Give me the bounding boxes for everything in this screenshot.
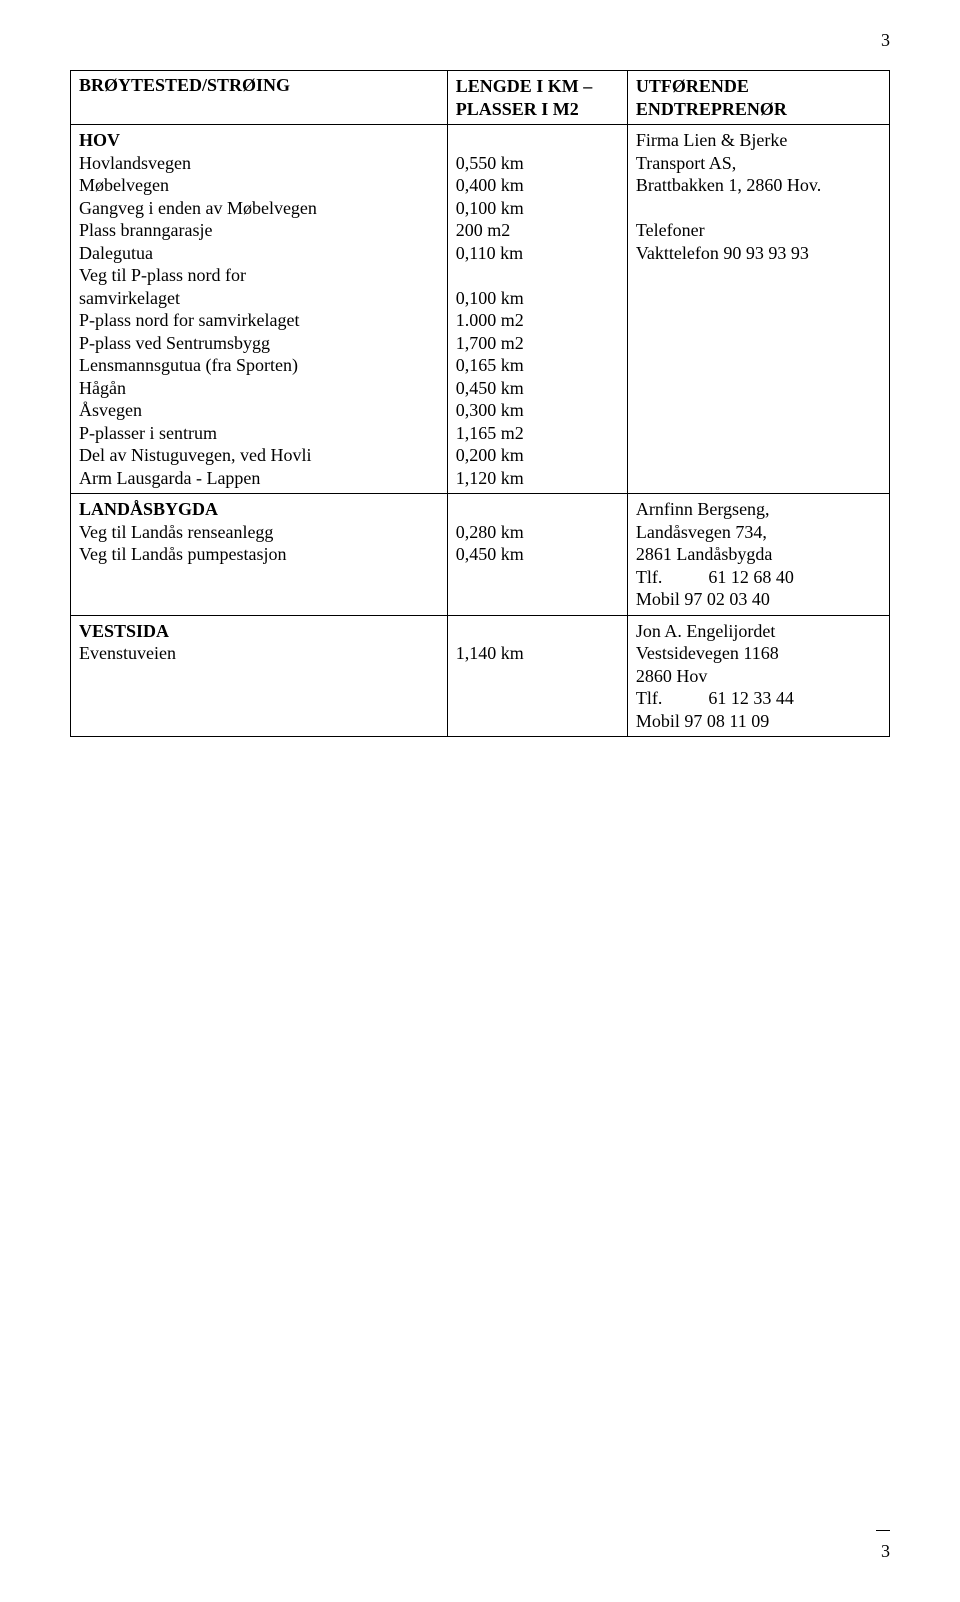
hov-label-4: Dalegutua	[79, 242, 439, 265]
hov-value-12: 1,165 m2	[456, 422, 619, 445]
landas-tlf-num: 61 12 68 40	[708, 567, 794, 587]
hov-label-11: Åsvegen	[79, 399, 439, 422]
hov-value-11: 0,300 km	[456, 399, 619, 422]
header-col2: LENGDE I KM – PLASSER I M2	[447, 71, 627, 125]
hov-value-2: 0,100 km	[456, 197, 619, 220]
hov-value-7: 1.000 m2	[456, 309, 619, 332]
hov-label-7: P-plass nord for samvirkelaget	[79, 309, 439, 332]
landas-value-0: 0,280 km	[456, 521, 619, 544]
header-col3-l1: UTFØRENDE	[636, 75, 881, 98]
header-row: BRØYTESTED/STRØING LENGDE I KM – PLASSER…	[71, 71, 890, 125]
header-col1: BRØYTESTED/STRØING	[71, 71, 448, 125]
landas-value-1: 0,450 km	[456, 543, 619, 566]
hov-value-5	[456, 264, 619, 287]
vestsida-contractor-l3: 2860 Hov	[636, 665, 881, 688]
vestsida-mid: 1,140 km	[447, 615, 627, 737]
vestsida-value-blank	[456, 620, 619, 643]
hov-value-14: 1,120 km	[456, 467, 619, 490]
vestsida-contractor-l4: Tlf. 61 12 33 44	[636, 687, 881, 710]
hov-value-6: 0,100 km	[456, 287, 619, 310]
hov-value-0: 0,550 km	[456, 152, 619, 175]
hov-label-9: Lensmannsgutua (fra Sporten)	[79, 354, 439, 377]
vestsida-row: VESTSIDA Evenstuveien 1,140 km Jon A. En…	[71, 615, 890, 737]
landas-tlf-prefix: Tlf.	[636, 567, 663, 587]
page-number-top: 3	[881, 30, 890, 51]
landasbygda-row: LANDÅSBYGDA Veg til Landås renseanlegg V…	[71, 494, 890, 616]
hov-label-0: Hovlandsvegen	[79, 152, 439, 175]
vestsida-tlf-prefix: Tlf.	[636, 688, 663, 708]
hov-mid: 0,550 km 0,400 km 0,100 km 200 m2 0,110 …	[447, 125, 627, 494]
hov-contractor-l3: Brattbakken 1, 2860 Hov.	[636, 174, 881, 197]
hov-label-8: P-plass ved Sentrumsbygg	[79, 332, 439, 355]
landas-title: LANDÅSBYGDA	[79, 498, 439, 521]
landas-label-0: Veg til Landås renseanlegg	[79, 521, 439, 544]
hov-label-5: Veg til P-plass nord for	[79, 264, 439, 287]
hov-title: HOV	[79, 129, 439, 152]
landas-contractor-l1: Arnfinn Bergseng,	[636, 498, 881, 521]
hov-contractor-l2: Transport AS,	[636, 152, 881, 175]
landas-contractor-l5: Mobil 97 02 03 40	[636, 588, 881, 611]
hov-value-1: 0,400 km	[456, 174, 619, 197]
landas-blank-0	[79, 566, 439, 589]
hov-contractor-l1: Firma Lien & Bjerke	[636, 129, 881, 152]
landas-contractor-l2: Landåsvegen 734,	[636, 521, 881, 544]
landas-label-1: Veg til Landås pumpestasjon	[79, 543, 439, 566]
hov-label-1: Møbelvegen	[79, 174, 439, 197]
main-table: BRØYTESTED/STRØING LENGDE I KM – PLASSER…	[70, 70, 890, 737]
hov-value-4: 0,110 km	[456, 242, 619, 265]
hov-value-8: 1,700 m2	[456, 332, 619, 355]
landas-right: Arnfinn Bergseng, Landåsvegen 734, 2861 …	[627, 494, 889, 616]
landas-contractor-l3: 2861 Landåsbygda	[636, 543, 881, 566]
hov-contractor-blank	[636, 197, 881, 220]
vestsida-blank-2	[79, 710, 439, 733]
hov-value-13: 0,200 km	[456, 444, 619, 467]
vestsida-tlf-num: 61 12 33 44	[708, 688, 794, 708]
hov-value-9: 0,165 km	[456, 354, 619, 377]
hov-contractor-l5: Vakttelefon 90 93 93 93	[636, 242, 881, 265]
hov-label-6: samvirkelaget	[79, 287, 439, 310]
vestsida-title: VESTSIDA	[79, 620, 439, 643]
landas-value-blank	[456, 498, 619, 521]
hov-label-2: Gangveg i enden av Møbelvegen	[79, 197, 439, 220]
hov-label-13: Del av Nistuguvegen, ved Hovli	[79, 444, 439, 467]
vestsida-blank-1	[79, 687, 439, 710]
vestsida-right: Jon A. Engelijordet Vestsidevegen 1168 2…	[627, 615, 889, 737]
hov-label-3: Plass branngarasje	[79, 219, 439, 242]
footer: 3	[876, 1520, 890, 1562]
hov-value-blank	[456, 129, 619, 152]
hov-row: HOV Hovlandsvegen Møbelvegen Gangveg i e…	[71, 125, 890, 494]
hov-left: HOV Hovlandsvegen Møbelvegen Gangveg i e…	[71, 125, 448, 494]
vestsida-contractor-l5: Mobil 97 08 11 09	[636, 710, 881, 733]
footer-rule	[876, 1530, 890, 1531]
hov-label-10: Hågån	[79, 377, 439, 400]
vestsida-value-0: 1,140 km	[456, 642, 619, 665]
hov-label-14: Arm Lausgarda - Lappen	[79, 467, 439, 490]
landas-mid: 0,280 km 0,450 km	[447, 494, 627, 616]
vestsida-label-0: Evenstuveien	[79, 642, 439, 665]
landas-blank-1	[79, 588, 439, 611]
hov-right: Firma Lien & Bjerke Transport AS, Brattb…	[627, 125, 889, 494]
header-col3-l2: ENDTREPRENØR	[636, 98, 881, 121]
header-col2-l2: PLASSER I M2	[456, 98, 619, 121]
page: 3 BRØYTESTED/STRØING LENGDE I KM – PLASS…	[0, 0, 960, 1602]
hov-label-12: P-plasser i sentrum	[79, 422, 439, 445]
hov-value-3: 200 m2	[456, 219, 619, 242]
landas-contractor-l4: Tlf. 61 12 68 40	[636, 566, 881, 589]
header-col2-l1: LENGDE I KM –	[456, 75, 619, 98]
vestsida-blank-0	[79, 665, 439, 688]
landas-left: LANDÅSBYGDA Veg til Landås renseanlegg V…	[71, 494, 448, 616]
hov-value-10: 0,450 km	[456, 377, 619, 400]
vestsida-contractor-l2: Vestsidevegen 1168	[636, 642, 881, 665]
vestsida-left: VESTSIDA Evenstuveien	[71, 615, 448, 737]
vestsida-contractor-l1: Jon A. Engelijordet	[636, 620, 881, 643]
page-number-bottom: 3	[881, 1541, 890, 1561]
header-col3: UTFØRENDE ENDTREPRENØR	[627, 71, 889, 125]
hov-contractor-l4: Telefoner	[636, 219, 881, 242]
